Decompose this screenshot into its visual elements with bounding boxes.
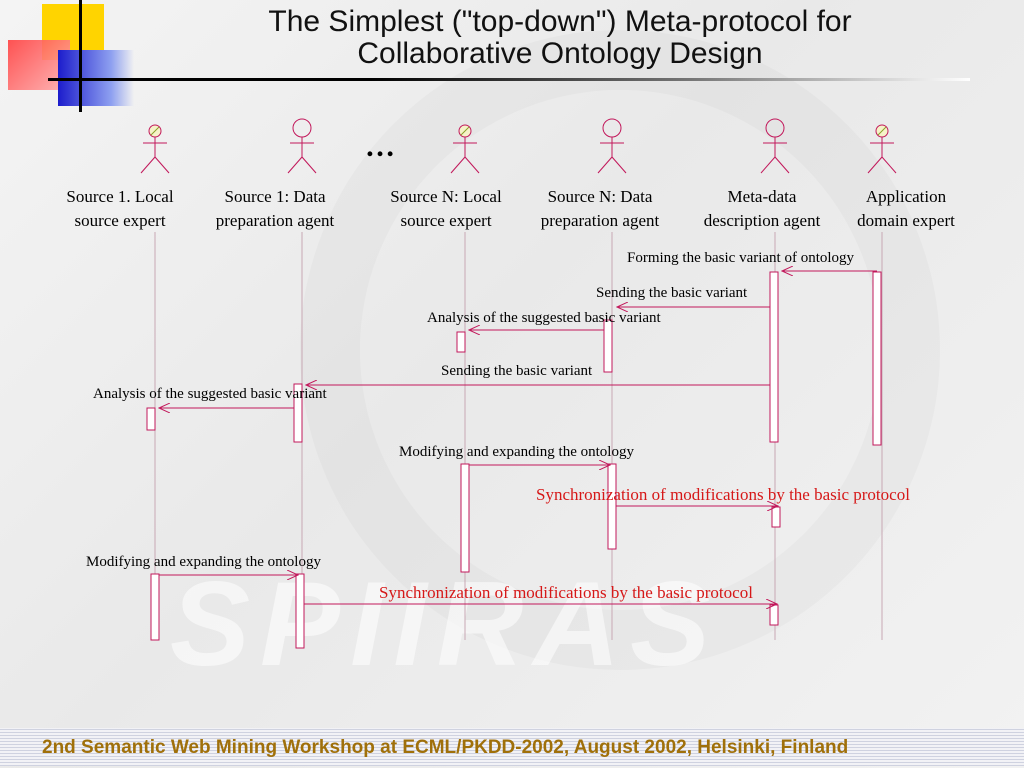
message-label-analysis-basic-variant: Analysis of the suggested basic variant [93, 386, 327, 402]
title-line-2: Collaborative Ontology Design [357, 37, 763, 70]
actor-label-line: Source 1. Local [66, 187, 174, 206]
footer-text: 2nd Semantic Web Mining Workshop at ECML… [42, 737, 849, 758]
actor-label-line: Source 1: Data [224, 187, 326, 206]
message-label-forming-basic-variant: Forming the basic variant of ontology [627, 250, 855, 266]
actor-label-line: Application [865, 187, 947, 206]
watermark-logo: SPIIRAS [170, 557, 721, 691]
activation-bar [607, 463, 617, 550]
activation-bar [769, 271, 779, 443]
agent-actor-icon [602, 118, 622, 138]
actor-leg [464, 156, 480, 174]
decor-vertical-line [79, 0, 82, 112]
actor-label-source1-agent: Source 1: Data preparation agent [200, 185, 350, 233]
expert-mark-icon [460, 126, 470, 136]
message-label-modifying-ontology: Modifying and expanding the ontology [399, 444, 634, 460]
actor-leg [867, 156, 883, 174]
actor-leg [760, 156, 776, 174]
message-label-synchronization: Synchronization of modifications by the … [379, 583, 753, 602]
actor-label-domain-expert: Application domain expert [831, 185, 981, 233]
activation-bar [146, 407, 156, 431]
actor-leg [611, 156, 627, 174]
actor-label-metadata-agent: Meta-data description agent [687, 185, 837, 233]
message-label-analysis-basic-variant: Analysis of the suggested basic variant [427, 310, 661, 326]
title-underline [48, 78, 970, 81]
actor-label-line: Source N: Data [547, 187, 653, 206]
actor-label-line: Source N: Local [390, 187, 502, 206]
actor-label-sourceN-agent: Source N: Data preparation agent [525, 185, 675, 233]
actor-leg [287, 156, 303, 174]
agent-actor-icon [292, 118, 312, 138]
activation-bar [769, 604, 779, 626]
activation-bar [872, 271, 882, 446]
message-label-modifying-ontology: Modifying and expanding the ontology [86, 554, 321, 570]
actor-label-line: description agent [703, 211, 821, 230]
expert-mark-icon [877, 126, 887, 136]
actor-leg [881, 156, 897, 174]
actor-label-line: Meta-data [727, 187, 797, 206]
actor-leg [154, 156, 170, 174]
actor-label-line: preparation agent [215, 211, 335, 230]
title-line-1: The Simplest ("top-down") Meta-protocol … [268, 5, 852, 38]
activation-bar [295, 573, 305, 649]
agent-actor-icon [765, 118, 785, 138]
actor-label-line: domain expert [857, 211, 955, 230]
message-label-sending-basic-variant: Sending the basic variant [596, 285, 748, 301]
actor-leg [450, 156, 466, 174]
activation-bar [603, 319, 613, 373]
more-actors-ellipsis: … [365, 130, 396, 163]
slide-title: The Simplest ("top-down") Meta-protocol … [180, 6, 940, 70]
actor-leg [140, 156, 156, 174]
activation-bar [293, 383, 303, 443]
activation-bar [150, 573, 160, 641]
actor-label-source1-expert: Source 1. Local source expert [45, 185, 195, 233]
expert-mark-icon [150, 126, 160, 136]
activation-bar [460, 463, 470, 573]
message-label-synchronization: Synchronization of modifications by the … [536, 485, 910, 504]
actor-leg [301, 156, 317, 174]
activation-bar [456, 331, 466, 353]
actor-leg [597, 156, 613, 174]
actor-label-line: source expert [400, 211, 492, 230]
activation-bar [771, 506, 781, 528]
actor-label-line: source expert [74, 211, 166, 230]
actor-leg [774, 156, 790, 174]
actor-label-sourceN-expert: Source N: Local source expert [371, 185, 521, 233]
actor-label-line: preparation agent [540, 211, 660, 230]
message-label-sending-basic-variant: Sending the basic variant [441, 363, 593, 379]
footer-bar [0, 728, 1024, 766]
